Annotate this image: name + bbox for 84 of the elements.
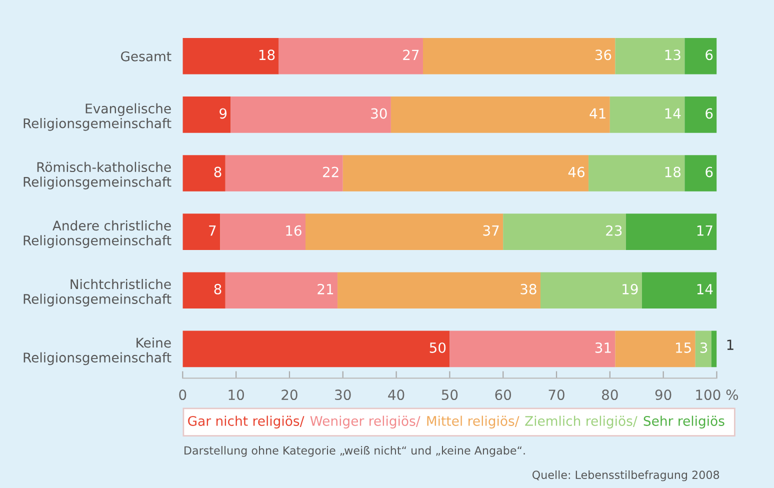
bar: [711, 330, 717, 368]
bar: [642, 272, 717, 309]
y-tick-label: Nichtchristliche Religionsgemeinschaft: [24, 278, 172, 307]
bar: [610, 96, 685, 133]
data-label: 41: [590, 108, 606, 119]
x-tick-label: 0: [179, 390, 186, 400]
bar: [626, 214, 717, 250]
bar: [422, 38, 616, 74]
bar: [306, 214, 504, 250]
data-label: 13: [665, 50, 680, 60]
bar: [615, 330, 696, 368]
text: Darstellung ohne Kategorie „weiß nicht“ und „keine Angabe“.: [184, 446, 525, 457]
bar: [182, 272, 226, 309]
bar: [220, 214, 306, 250]
bar: [695, 330, 712, 368]
data-label: 37: [483, 225, 499, 236]
bar: [684, 38, 717, 74]
y-tick-label: Evangelische Religionsgemeinschaft: [24, 103, 172, 131]
x-tick-label: 80: [602, 390, 618, 400]
x-tick-label: 60: [495, 390, 512, 400]
data-label: 46: [568, 166, 584, 178]
bar: [540, 272, 642, 309]
bar: [278, 38, 423, 74]
bar: [225, 272, 338, 309]
x-tick-label: 30: [335, 390, 351, 400]
data-label: 14: [665, 108, 681, 119]
data-label: 15: [676, 342, 691, 353]
data-label: 50: [430, 342, 446, 353]
bar: [182, 96, 231, 133]
data-label: 22: [323, 166, 338, 178]
text: Gar nicht religiös/: [188, 416, 304, 429]
x-tick-label: 50: [442, 390, 458, 400]
bar: [615, 38, 685, 74]
bar: [182, 38, 279, 74]
bar: [684, 155, 717, 192]
y-tick-label: Keine Religionsgemeinschaft: [24, 338, 172, 366]
y-tick-label: Römisch-katholische Religionsgemeinschaft: [24, 162, 172, 190]
x-tick-label: 10: [228, 390, 244, 400]
data-label: 23: [606, 225, 622, 236]
data-label: 6: [706, 166, 713, 178]
y-tick-label: Andere christliche Religionsgemeinschaft: [24, 220, 172, 248]
bar: [182, 214, 220, 250]
data-label: 16: [286, 225, 302, 236]
bar: [342, 155, 589, 192]
text: Ziemlich religiös/: [525, 416, 638, 429]
data-label: 31: [595, 342, 611, 353]
bar: [225, 155, 343, 192]
text: Sehr religiös: [644, 416, 724, 429]
x-tick-label: 70: [548, 390, 564, 400]
bar: [182, 330, 450, 368]
data-label: 8: [214, 166, 222, 178]
data-label: 38: [520, 284, 536, 294]
x-tick-label: 40: [388, 390, 404, 400]
bar: [503, 214, 626, 250]
data-label: 3: [700, 342, 708, 353]
data-label: 14: [697, 284, 713, 294]
data-label: 27: [403, 50, 419, 60]
bar: [182, 155, 226, 192]
data-label: 30: [371, 108, 387, 119]
y-tick-label: Gesamt: [120, 51, 172, 62]
bar: [588, 155, 685, 192]
data-label: 9: [220, 108, 227, 119]
data-label: 7: [209, 226, 216, 236]
data-label: 8: [214, 284, 222, 294]
text: Weniger religiös/: [310, 416, 420, 429]
bar: [390, 96, 610, 133]
x-tick-label: 90: [655, 390, 672, 400]
bar: [338, 272, 540, 309]
data-label: 17: [697, 226, 712, 236]
x-tick-label: 100 %: [696, 390, 738, 400]
data-label: 21: [318, 284, 334, 294]
data-label: 18: [259, 50, 275, 60]
x-tick-label: 20: [282, 390, 298, 400]
data-label: 1: [727, 340, 734, 350]
bar: [684, 96, 717, 133]
bar: [450, 330, 616, 368]
data-label: 6: [706, 50, 713, 60]
data-label: 36: [595, 50, 612, 60]
data-label: 18: [665, 166, 681, 178]
data-label: 6: [706, 108, 713, 119]
data-label: 19: [622, 284, 638, 294]
text: Mittel religiös/: [427, 416, 520, 429]
bar: [230, 96, 391, 133]
source-note: Quelle: Lebensstilbefragung 2008: [532, 470, 720, 482]
